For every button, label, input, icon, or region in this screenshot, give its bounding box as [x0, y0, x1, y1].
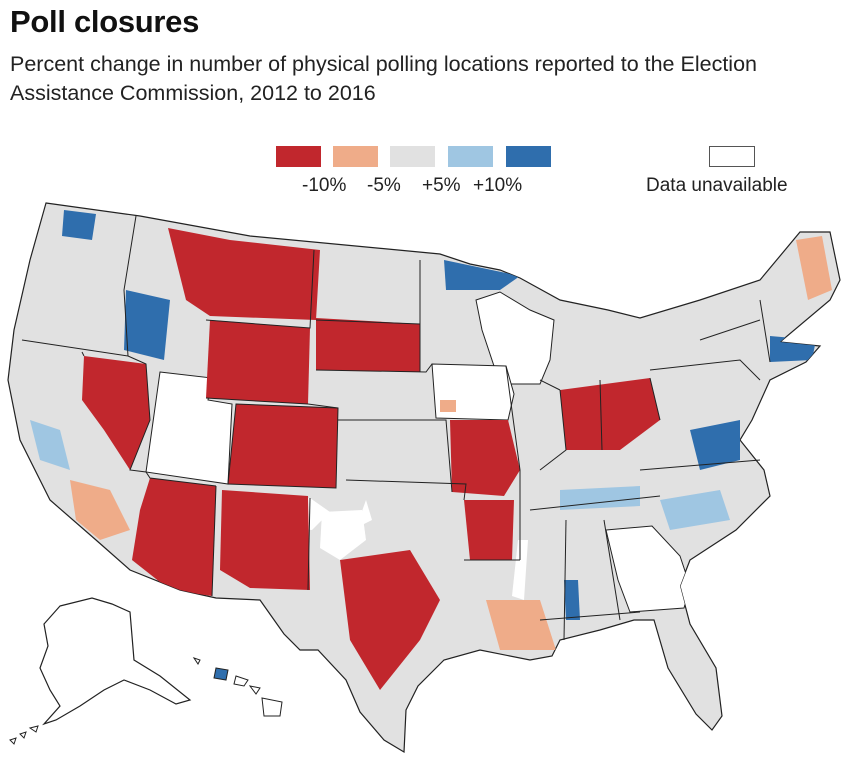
region-oklahoma-unavailable — [356, 500, 372, 528]
legend-label-decrease-5: -5% — [367, 175, 401, 196]
legend-swatch-decrease-5 — [333, 146, 378, 167]
region-tennessee — [560, 486, 640, 510]
region-montana — [168, 228, 320, 320]
page-title: Poll closures — [10, 4, 200, 39]
region-ohio-indiana — [560, 378, 660, 450]
region-colorado — [227, 403, 339, 489]
region-wyoming — [206, 320, 310, 404]
region-wisconsin-unavailable — [475, 291, 555, 385]
region-mississippi-unavailable — [512, 540, 528, 600]
legend-swatch-no-change — [390, 146, 435, 167]
state-borders — [21, 215, 771, 641]
region-newmexico — [220, 490, 310, 590]
page-subtitle: Percent change in number of physical pol… — [10, 52, 757, 105]
legend-label-increase-5: +5% — [422, 175, 461, 196]
region-alabama — [564, 580, 580, 620]
region-idaho — [124, 290, 170, 360]
region-arkansas — [464, 500, 514, 560]
region-texas-panhandle-unavailable — [320, 510, 366, 560]
region-california-central — [30, 420, 70, 470]
alaska-outline — [39, 597, 192, 726]
alaska-islands — [9, 725, 39, 745]
region-missouri — [450, 420, 520, 496]
region-nc-coast — [660, 490, 730, 530]
region-maine — [796, 236, 832, 300]
legend-swatch-decrease-10 — [276, 146, 321, 167]
region-minnesota-ne — [444, 260, 520, 290]
legend-label-increase-10: +10% — [473, 175, 523, 196]
legend-label-decrease-10: -10% — [302, 175, 347, 196]
hawaii-islands — [192, 657, 283, 717]
legend-swatch-increase-5 — [448, 146, 493, 167]
region-louisiana — [486, 600, 556, 650]
region-washington-nw — [62, 210, 96, 240]
legend-label-unavailable: Data unavailable — [646, 175, 788, 196]
region-south-dakota — [316, 318, 420, 372]
region-texas-east — [340, 550, 440, 690]
region-virginia — [690, 420, 740, 470]
region-iowa-south — [440, 400, 456, 412]
region-california-south — [70, 480, 130, 540]
us-county-map — [7, 202, 841, 754]
region-nevada — [82, 356, 150, 470]
legend: -10% -5% +5% +10% Data unavailable — [0, 146, 852, 196]
region-massachusetts — [770, 336, 816, 362]
legend-swatch-increase-10 — [506, 146, 551, 167]
legend-swatch-unavailable — [709, 146, 755, 167]
region-arizona — [132, 478, 216, 596]
